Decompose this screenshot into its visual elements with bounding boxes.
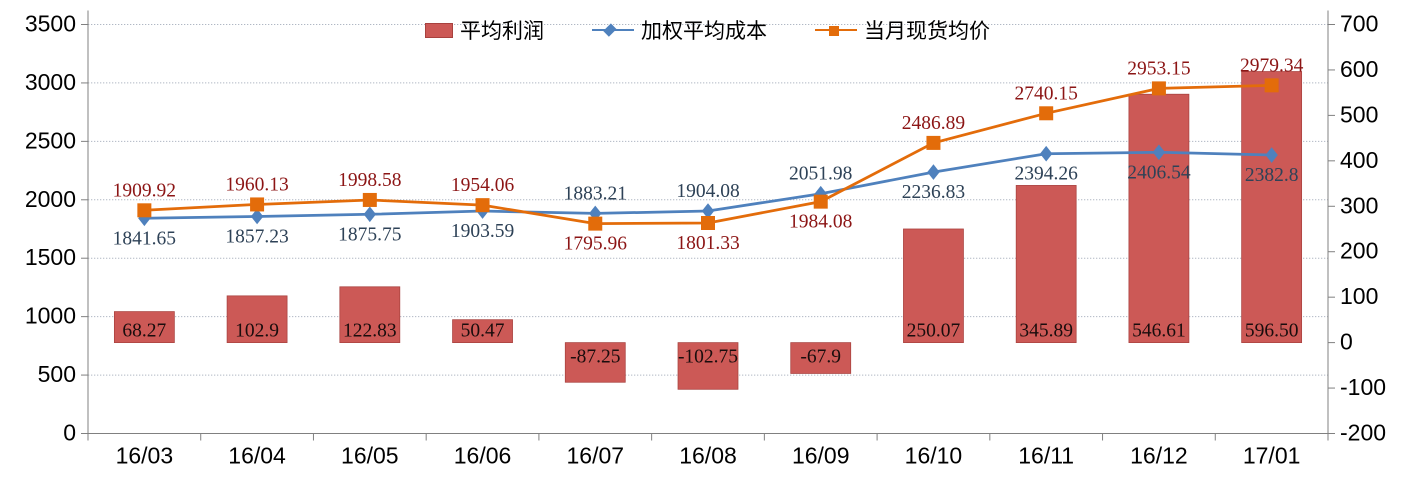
svg-text:16/04: 16/04: [228, 443, 286, 469]
svg-text:16/05: 16/05: [341, 443, 399, 469]
svg-text:3500: 3500: [25, 11, 76, 37]
svg-text:16/11: 16/11: [1018, 443, 1074, 469]
svg-text:1903.59: 1903.59: [451, 221, 514, 242]
svg-text:2000: 2000: [25, 186, 76, 212]
svg-text:1841.65: 1841.65: [113, 228, 176, 249]
svg-text:2486.89: 2486.89: [902, 113, 965, 134]
svg-text:250.07: 250.07: [907, 321, 961, 342]
svg-text:596.50: 596.50: [1245, 321, 1299, 342]
svg-text:16/08: 16/08: [679, 443, 737, 469]
svg-text:16/12: 16/12: [1130, 443, 1188, 469]
svg-text:-102.75: -102.75: [678, 347, 738, 368]
svg-text:2406.54: 2406.54: [1127, 162, 1191, 183]
svg-text:400: 400: [1340, 147, 1378, 173]
svg-text:68.27: 68.27: [122, 321, 166, 342]
svg-text:546.61: 546.61: [1132, 321, 1186, 342]
svg-text:2394.26: 2394.26: [1014, 164, 1078, 185]
svg-text:1000: 1000: [25, 303, 76, 329]
svg-text:0: 0: [63, 420, 76, 446]
svg-text:16/07: 16/07: [566, 443, 624, 469]
svg-text:122.83: 122.83: [343, 321, 397, 342]
svg-text:500: 500: [38, 361, 76, 387]
svg-text:1984.08: 1984.08: [789, 212, 852, 233]
svg-text:1904.08: 1904.08: [676, 181, 739, 202]
svg-text:17/01: 17/01: [1243, 443, 1301, 469]
svg-text:600: 600: [1340, 56, 1378, 82]
svg-text:2236.83: 2236.83: [902, 182, 965, 203]
svg-text:500: 500: [1340, 101, 1378, 127]
svg-text:300: 300: [1340, 192, 1378, 218]
svg-text:-87.25: -87.25: [570, 347, 620, 368]
svg-text:345.89: 345.89: [1019, 321, 1073, 342]
svg-text:-67.9: -67.9: [800, 347, 841, 368]
svg-text:50.47: 50.47: [461, 321, 505, 342]
svg-text:-200: -200: [1340, 420, 1386, 446]
svg-text:2953.15: 2953.15: [1127, 58, 1190, 79]
svg-text:2382.8: 2382.8: [1245, 165, 1299, 186]
svg-text:1857.23: 1857.23: [225, 226, 288, 247]
svg-text:1954.06: 1954.06: [451, 175, 515, 196]
svg-text:2500: 2500: [25, 127, 76, 153]
svg-text:200: 200: [1340, 238, 1378, 264]
svg-text:1883.21: 1883.21: [564, 183, 627, 204]
svg-text:100: 100: [1340, 283, 1378, 309]
svg-text:16/09: 16/09: [792, 443, 850, 469]
svg-text:102.9: 102.9: [235, 321, 279, 342]
svg-text:1801.33: 1801.33: [676, 233, 739, 254]
svg-text:1795.96: 1795.96: [564, 234, 628, 255]
svg-text:1875.75: 1875.75: [338, 224, 401, 245]
svg-text:16/03: 16/03: [116, 443, 174, 469]
svg-text:3000: 3000: [25, 69, 76, 95]
svg-text:2979.34: 2979.34: [1240, 55, 1304, 76]
svg-text:16/06: 16/06: [454, 443, 512, 469]
svg-text:16/10: 16/10: [905, 443, 963, 469]
svg-text:1500: 1500: [25, 244, 76, 270]
svg-text:0: 0: [1340, 329, 1353, 355]
svg-text:1960.13: 1960.13: [225, 174, 288, 195]
svg-text:1998.58: 1998.58: [338, 170, 401, 191]
svg-text:1909.92: 1909.92: [113, 180, 176, 201]
svg-text:2051.98: 2051.98: [789, 164, 852, 185]
svg-text:-100: -100: [1340, 374, 1386, 400]
svg-text:2740.15: 2740.15: [1014, 83, 1077, 104]
